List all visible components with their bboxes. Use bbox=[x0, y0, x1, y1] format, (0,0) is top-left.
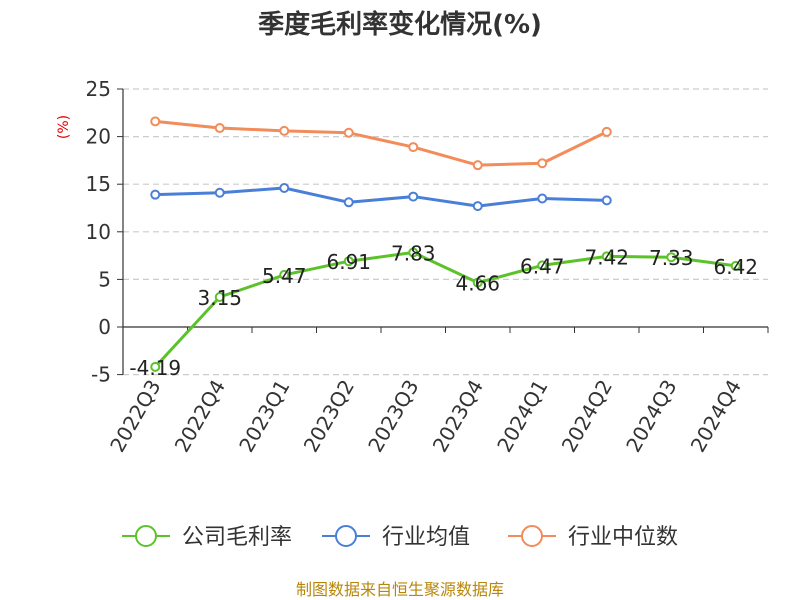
data-label: 7.42 bbox=[584, 245, 629, 269]
data-point[interactable] bbox=[408, 142, 419, 153]
data-point[interactable] bbox=[730, 260, 741, 271]
x-tick-label: 2023Q3 bbox=[363, 376, 423, 457]
data-label: 6.91 bbox=[326, 250, 371, 274]
x-tick-label: 2022Q4 bbox=[170, 376, 230, 457]
data-point[interactable] bbox=[601, 126, 612, 137]
chart-title: 季度毛利率变化情况(%) bbox=[258, 9, 542, 40]
x-tick-label: 2024Q1 bbox=[492, 376, 552, 457]
legend-swatch-marker bbox=[335, 525, 357, 547]
data-label: 7.83 bbox=[391, 241, 436, 265]
series-line bbox=[155, 119, 608, 167]
x-tick-labels: 2022Q3 2022Q4 2023Q1 2023Q2 2023Q3 2023Q4 2024… bbox=[105, 376, 746, 457]
data-point[interactable] bbox=[472, 201, 483, 212]
grid-lines bbox=[123, 88, 768, 376]
legend-item-label[interactable]: 行业中位数 bbox=[568, 525, 678, 550]
data-label: 3.15 bbox=[197, 286, 242, 310]
data-point[interactable] bbox=[150, 189, 161, 200]
series-line bbox=[154, 250, 736, 368]
data-point[interactable] bbox=[214, 123, 225, 134]
data-point[interactable] bbox=[666, 252, 677, 263]
data-point[interactable] bbox=[472, 277, 483, 288]
data-point[interactable] bbox=[601, 195, 612, 206]
series-group bbox=[150, 116, 741, 372]
data-label: -4.19 bbox=[129, 356, 181, 380]
data-point[interactable] bbox=[150, 116, 161, 127]
data-label: 6.47 bbox=[520, 254, 565, 278]
y-tick-label: -5 bbox=[91, 363, 111, 387]
x-tick-label: 2023Q1 bbox=[234, 376, 294, 457]
data-point[interactable] bbox=[214, 187, 225, 198]
data-point[interactable] bbox=[408, 247, 419, 258]
legend-item-label[interactable]: 公司毛利率 bbox=[182, 525, 292, 550]
x-tick-label: 2024Q3 bbox=[621, 376, 681, 457]
x-tick-label: 2023Q4 bbox=[428, 376, 488, 457]
data-point[interactable] bbox=[408, 191, 419, 202]
data-point[interactable] bbox=[343, 197, 354, 208]
x-tick-label: 2024Q4 bbox=[686, 376, 746, 457]
data-point[interactable] bbox=[601, 251, 612, 262]
x-tick-label: 2022Q3 bbox=[105, 376, 165, 457]
data-point[interactable] bbox=[537, 260, 548, 271]
data-labels: -4.19 3.15 5.47 6.91 7.83 4.66 6.47 7.42 7.33 6.4… bbox=[129, 241, 758, 379]
legend-swatch-marker bbox=[135, 525, 157, 547]
data-label: 4.66 bbox=[455, 272, 500, 296]
x-tick-label: 2024Q2 bbox=[557, 376, 617, 457]
y-tick-label: 15 bbox=[86, 172, 111, 196]
data-point[interactable] bbox=[214, 292, 225, 303]
y-tick-label: 25 bbox=[86, 77, 111, 101]
data-label: 6.42 bbox=[713, 255, 758, 279]
data-point[interactable] bbox=[150, 361, 161, 372]
y-tick-labels: 25 20 15 10 5 0 -5 bbox=[86, 77, 111, 387]
legend-item-label[interactable]: 行业均值 bbox=[382, 525, 470, 550]
y-tick-label: 5 bbox=[98, 267, 111, 291]
data-point[interactable] bbox=[472, 160, 483, 171]
y-unit-label: (%) bbox=[56, 115, 72, 139]
data-point[interactable] bbox=[537, 158, 548, 169]
legend[interactable]: 公司毛利率 行业均值 行业中位数 bbox=[122, 525, 678, 550]
data-point[interactable] bbox=[279, 269, 290, 280]
data-point[interactable] bbox=[343, 256, 354, 267]
y-tick-label: 10 bbox=[86, 220, 111, 244]
data-label: 5.47 bbox=[262, 264, 307, 288]
x-tick-label: 2023Q2 bbox=[299, 376, 359, 457]
y-tick-label: 0 bbox=[98, 315, 111, 339]
data-label: 7.33 bbox=[649, 246, 694, 270]
source-note: 制图数据来自恒生聚源数据库 bbox=[296, 580, 504, 599]
data-point[interactable] bbox=[279, 125, 290, 136]
y-tick-label: 20 bbox=[86, 125, 111, 149]
legend-swatch-marker bbox=[521, 525, 543, 547]
data-point[interactable] bbox=[279, 183, 290, 194]
series-line bbox=[155, 186, 607, 208]
data-point[interactable] bbox=[537, 193, 548, 204]
data-point[interactable] bbox=[343, 127, 354, 138]
